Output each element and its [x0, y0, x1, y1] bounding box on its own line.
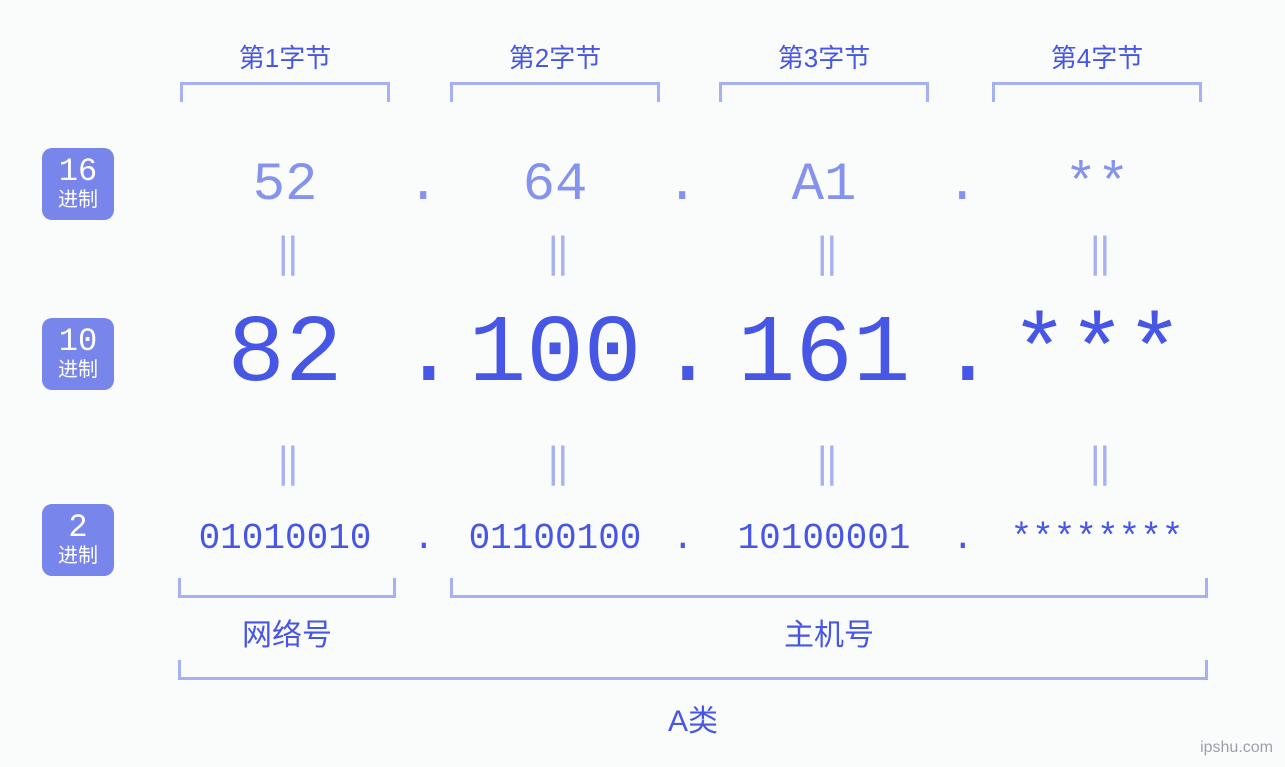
base-2-num: 2 [68, 512, 87, 544]
byte-1-bracket [180, 82, 390, 102]
byte-2-label: 第2字节 [505, 38, 605, 75]
base-10-txt: 进制 [58, 358, 98, 382]
hex-dot-1: . [407, 155, 439, 216]
eq-2-4: ‖ [1082, 440, 1112, 489]
network-label: 网络号 [232, 610, 342, 654]
eq-2-3: ‖ [809, 440, 839, 489]
byte-3-bracket [719, 82, 929, 102]
byte-4-label: 第4字节 [1047, 38, 1147, 75]
class-bracket [178, 660, 1208, 680]
bin-dot-3: . [952, 518, 974, 559]
byte-2-bracket [450, 82, 660, 102]
eq-2-1: ‖ [270, 440, 300, 489]
dec-dot-1: . [400, 300, 458, 409]
dec-byte-2: 100 [450, 300, 660, 409]
base-2-txt: 进制 [58, 544, 98, 568]
base-16-badge: 16 进制 [42, 148, 114, 220]
bin-byte-3: 10100001 [714, 518, 934, 559]
eq-1-1: ‖ [270, 230, 300, 279]
watermark-text: ipshu.com [1200, 739, 1273, 757]
dec-dot-3: . [939, 300, 997, 409]
dec-byte-3: 161 [719, 300, 929, 409]
hex-byte-3: A1 [769, 155, 879, 216]
base-10-badge: 10 进制 [42, 318, 114, 390]
hex-dot-3: . [946, 155, 978, 216]
bin-byte-1: 01010010 [175, 518, 395, 559]
hex-byte-2: 64 [500, 155, 610, 216]
byte-3-label: 第3字节 [774, 38, 874, 75]
hex-byte-1: 52 [230, 155, 340, 216]
bin-dot-1: . [413, 518, 435, 559]
eq-1-4: ‖ [1082, 230, 1112, 279]
byte-1-label: 第1字节 [235, 38, 335, 75]
bin-dot-2: . [672, 518, 694, 559]
hex-byte-4: ** [1042, 155, 1152, 216]
eq-1-2: ‖ [540, 230, 570, 279]
base-10-num: 10 [59, 326, 97, 358]
base-16-txt: 进制 [58, 188, 98, 212]
byte-4-bracket [992, 82, 1202, 102]
network-bracket [178, 578, 396, 598]
dec-byte-1: 82 [195, 300, 375, 409]
dec-byte-4: *** [992, 300, 1202, 409]
eq-1-3: ‖ [809, 230, 839, 279]
eq-2-2: ‖ [540, 440, 570, 489]
base-16-num: 16 [59, 156, 97, 188]
dec-dot-2: . [659, 300, 717, 409]
hex-dot-2: . [666, 155, 698, 216]
host-bracket [450, 578, 1208, 598]
bin-byte-4: ******** [987, 518, 1207, 559]
host-label: 主机号 [774, 610, 884, 654]
bin-byte-2: 01100100 [445, 518, 665, 559]
diagram-container: 第1字节 第2字节 第3字节 第4字节 16 进制 10 进制 2 进制 52 … [0, 0, 1285, 767]
base-2-badge: 2 进制 [42, 504, 114, 576]
class-label: A类 [648, 696, 738, 740]
